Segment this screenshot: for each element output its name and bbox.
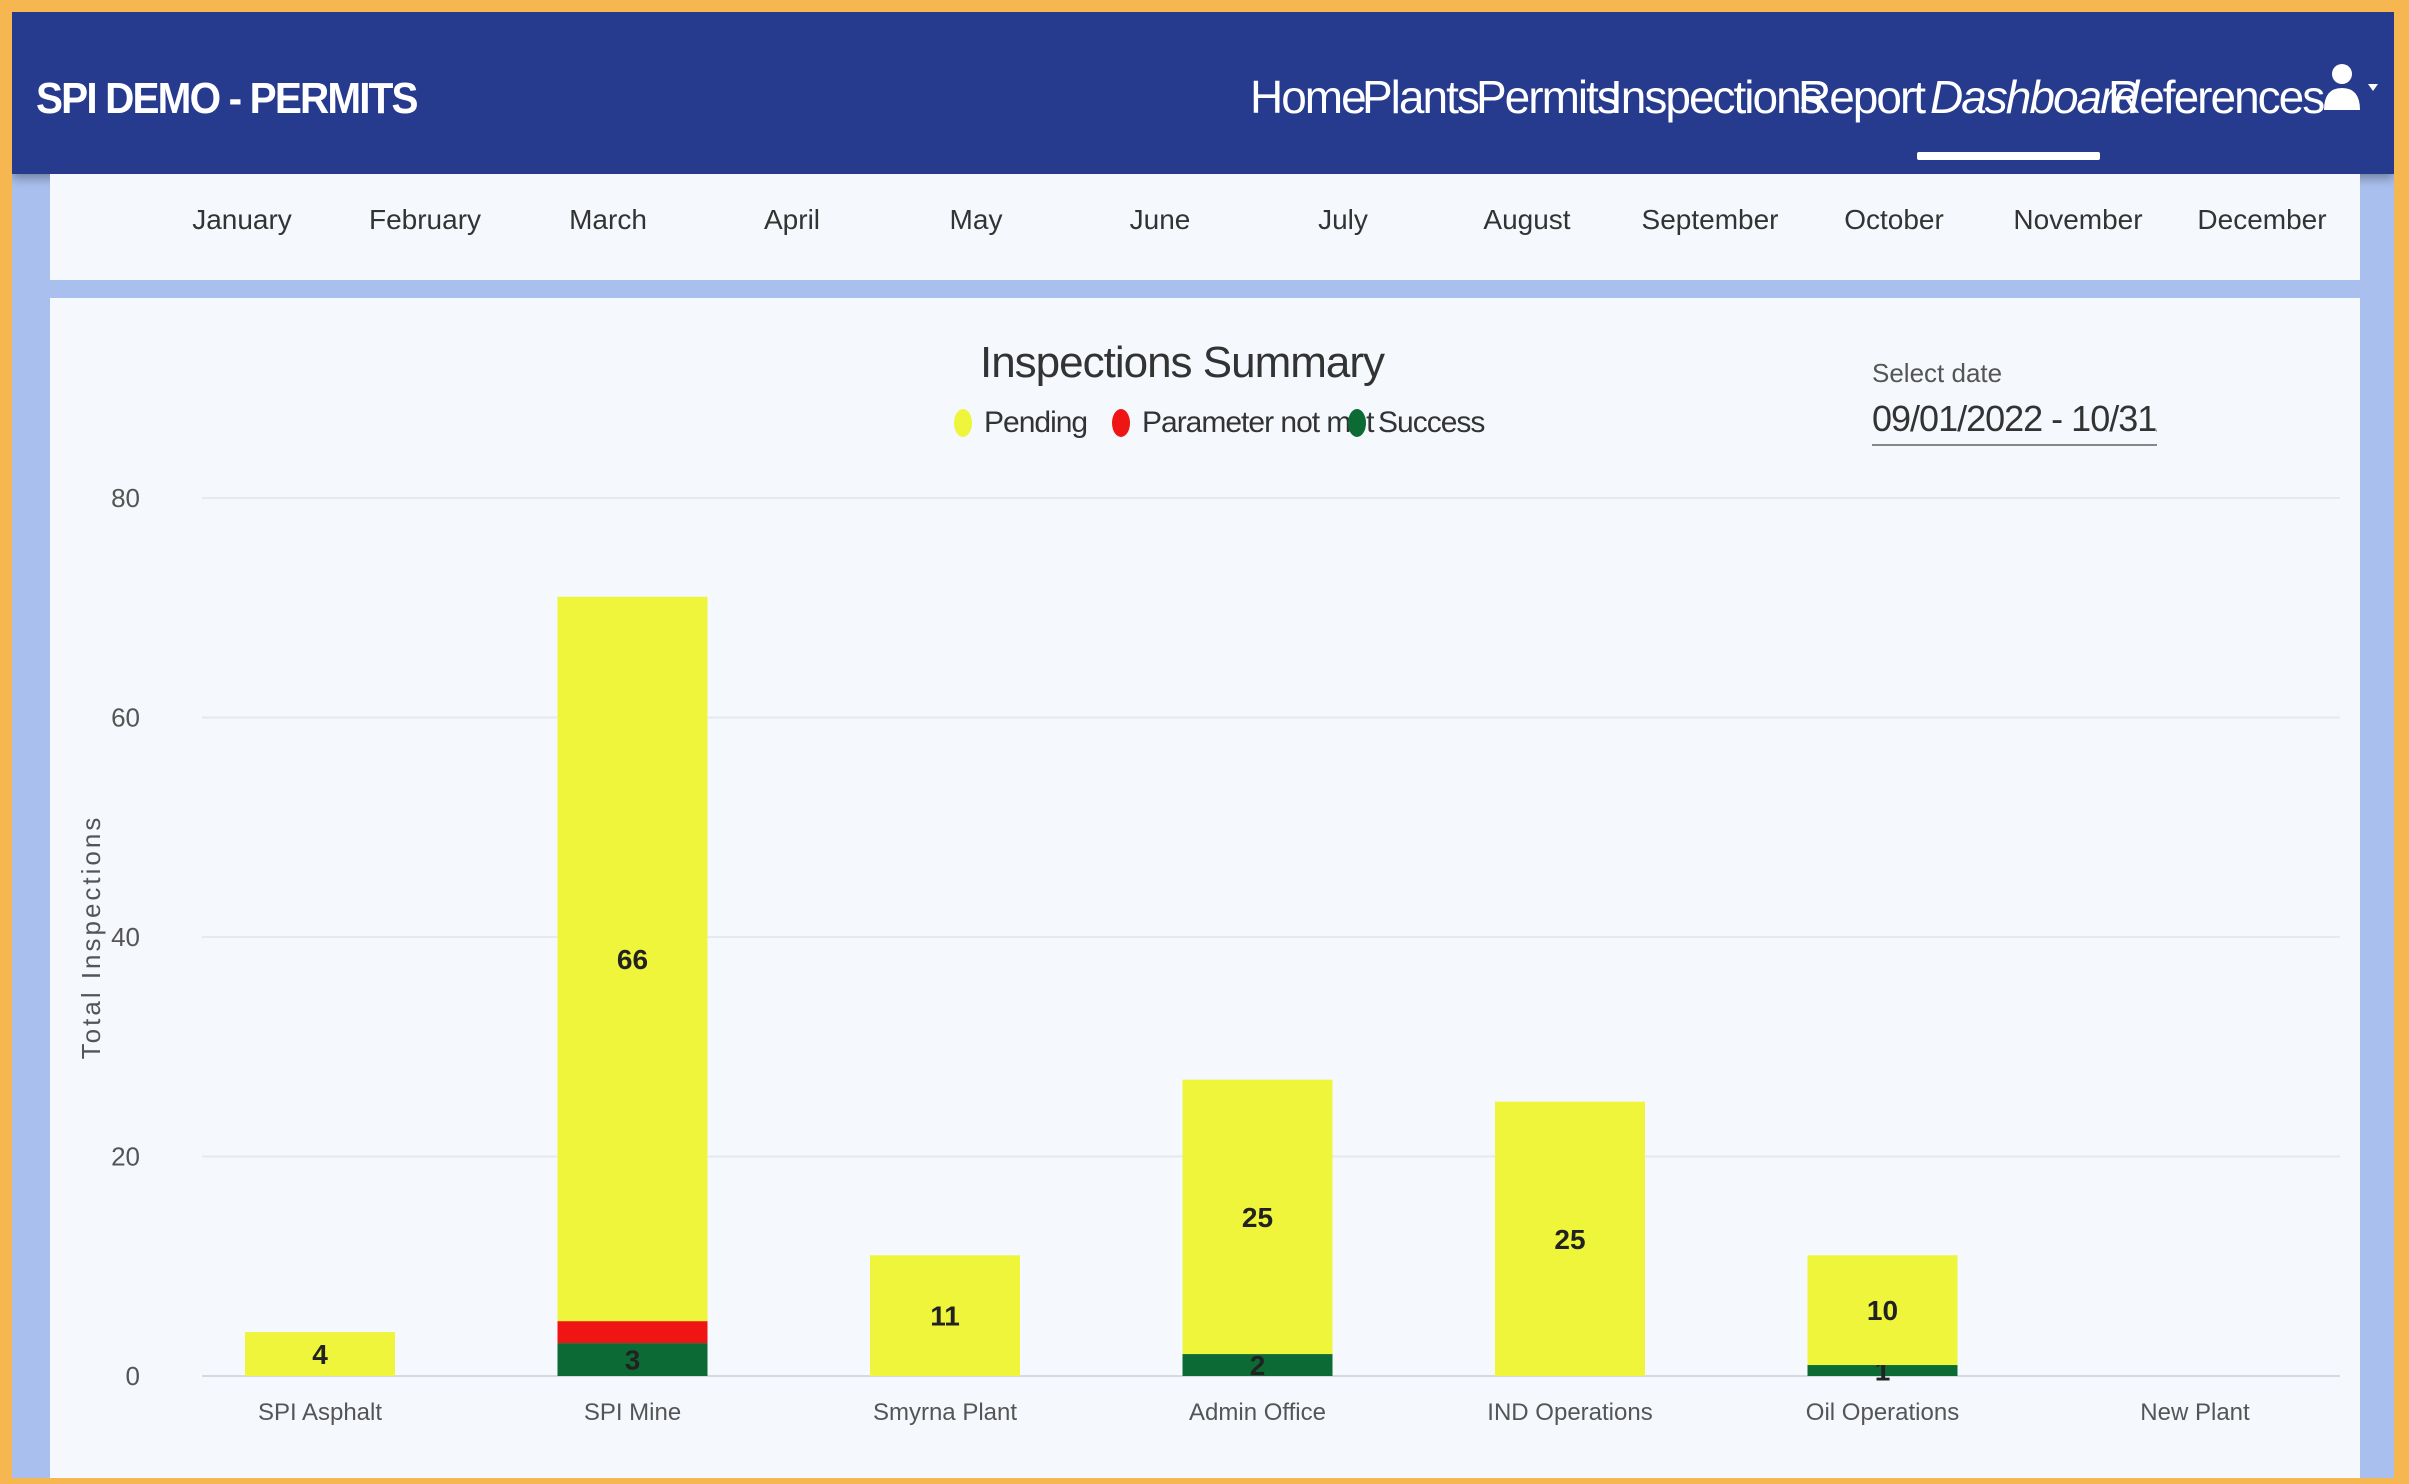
- user-icon: [2324, 64, 2360, 110]
- x-tick-label: SPI Mine: [584, 1399, 681, 1426]
- legend-item-parameter-not-met[interactable]: Parameter not met: [1112, 406, 1373, 440]
- month-label: February: [369, 204, 481, 236]
- month-label: July: [1318, 204, 1368, 236]
- legend-swatch-parameter-not-met: [1112, 409, 1130, 437]
- bar-data-label: 2: [1250, 1350, 1266, 1381]
- legend-swatch-pending: [954, 409, 972, 437]
- y-tick-label: 0: [126, 1361, 140, 1391]
- y-tick-label: 60: [111, 703, 140, 733]
- y-tick-label: 40: [111, 922, 140, 952]
- bar-segment-parameter-not-met[interactable]: [558, 1321, 708, 1343]
- y-tick-label: 80: [111, 483, 140, 513]
- x-tick-label: SPI Asphalt: [258, 1399, 382, 1426]
- app-frame: SPI DEMO - PERMITS Home Plants Permits I…: [12, 12, 2394, 1478]
- bar-data-label: 10: [1867, 1295, 1898, 1326]
- month-label: September: [1642, 204, 1779, 236]
- month-label: October: [1844, 204, 1944, 236]
- bar-data-label: 25: [1554, 1224, 1585, 1255]
- date-range-input[interactable]: [1872, 394, 2157, 446]
- legend-label: Success: [1378, 406, 1484, 440]
- nav-dashboard[interactable]: Dashboard: [1930, 70, 2137, 124]
- bar-data-label: 3: [625, 1345, 641, 1376]
- x-tick-label: Admin Office: [1189, 1399, 1326, 1426]
- legend-item-pending[interactable]: Pending: [954, 406, 1087, 440]
- top-navbar: SPI DEMO - PERMITS Home Plants Permits I…: [12, 12, 2394, 174]
- caret-down-icon: [2368, 84, 2378, 91]
- x-tick-label: New Plant: [2140, 1399, 2250, 1426]
- nav-report[interactable]: Report: [1798, 70, 1924, 124]
- select-date-label: Select date: [1872, 358, 2002, 389]
- legend-item-success[interactable]: Success: [1348, 406, 1484, 440]
- nav-home[interactable]: Home: [1250, 70, 1365, 124]
- x-tick-label: Oil Operations: [1806, 1399, 1959, 1426]
- month-label: August: [1483, 204, 1570, 236]
- x-tick-label: Smyrna Plant: [873, 1399, 1017, 1426]
- legend-label: Pending: [984, 406, 1087, 440]
- legend-swatch-success: [1348, 409, 1366, 437]
- month-label: November: [2013, 204, 2142, 236]
- nav-permits[interactable]: Permits: [1476, 70, 1618, 124]
- nav-plants[interactable]: Plants: [1362, 70, 1478, 124]
- inspections-chart: 0 20 40 60 80 Total Inspections 4 SPI Asphalt 3 6…: [50, 298, 2360, 1478]
- month-label: December: [2197, 204, 2326, 236]
- x-tick-label: IND Operations: [1487, 1399, 1652, 1426]
- bar-data-label: 25: [1242, 1202, 1273, 1233]
- nav-references-label: References: [2108, 71, 2323, 123]
- bar-data-label: 11: [930, 1301, 960, 1332]
- nav-inspections[interactable]: Inspections: [1610, 70, 1821, 124]
- month-label: June: [1130, 204, 1191, 236]
- active-tab-indicator: [1917, 152, 2100, 160]
- nav-references[interactable]: References▼: [2108, 70, 2355, 124]
- user-menu-button[interactable]: [2322, 60, 2382, 120]
- y-axis-label: Total Inspections: [76, 815, 106, 1060]
- month-label: January: [192, 204, 292, 236]
- bar-data-label: 4: [312, 1339, 328, 1370]
- month-label: April: [764, 204, 820, 236]
- months-axis-card: January February March April May June Ju…: [50, 174, 2360, 280]
- inspections-summary-card: 0 20 40 60 80 Total Inspections 4 SPI Asphalt 3 6…: [50, 298, 2360, 1478]
- month-label: May: [950, 204, 1003, 236]
- bar-data-label: 66: [617, 944, 648, 975]
- chart-title: Inspections Summary: [980, 338, 1384, 388]
- y-tick-label: 20: [111, 1142, 140, 1172]
- month-label: March: [569, 204, 647, 236]
- legend-label: Parameter not met: [1142, 406, 1373, 440]
- app-title[interactable]: SPI DEMO - PERMITS: [36, 74, 417, 124]
